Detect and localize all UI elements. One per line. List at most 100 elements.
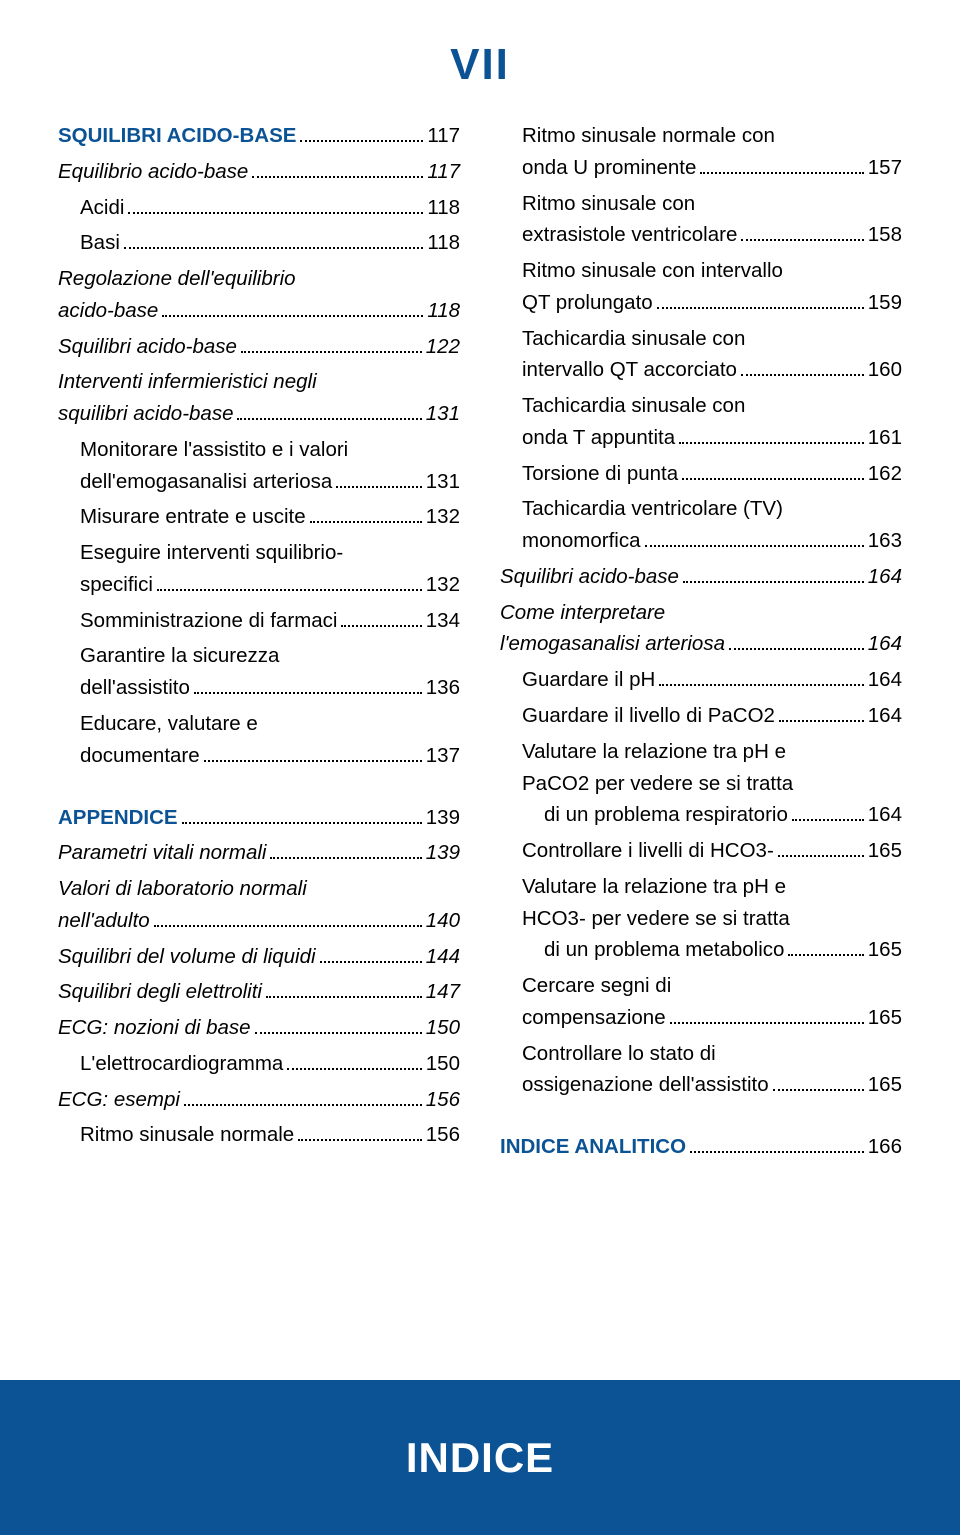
toc-leader-dots bbox=[779, 704, 864, 722]
toc-entry-multiline: Cercare segni di compensazione 165 bbox=[500, 970, 902, 1034]
toc-label-line1: Controllare lo stato di bbox=[522, 1038, 902, 1070]
toc-label: Ritmo sinusale normale bbox=[80, 1119, 294, 1151]
toc-entry: Squilibri del volume di liquidi 144 bbox=[58, 941, 460, 973]
toc-leader-dots bbox=[690, 1135, 864, 1153]
toc-label-line1: Interventi infermieristici negli bbox=[58, 366, 460, 398]
toc-page-num: 139 bbox=[426, 802, 460, 834]
toc-leader-dots bbox=[162, 298, 423, 316]
toc-label: Guardare il livello di PaCO2 bbox=[522, 700, 775, 732]
toc-label-line2: dell'emogasanalisi arteriosa bbox=[80, 466, 332, 498]
toc-leader-dots bbox=[154, 908, 422, 926]
toc-entry-multiline: Interventi infermieristici negli squilib… bbox=[58, 366, 460, 430]
toc-leader-dots bbox=[270, 841, 421, 859]
toc-label-line2: QT prolungato bbox=[522, 287, 653, 319]
footer-bar: INDICE bbox=[0, 1380, 960, 1535]
toc-page-num: 165 bbox=[868, 934, 902, 966]
toc-leader-dots bbox=[778, 839, 864, 857]
toc-leader-dots bbox=[124, 231, 423, 249]
toc-entry-multiline: Valori di laboratorio normali nell'adult… bbox=[58, 873, 460, 937]
toc-entry: Torsione di punta 162 bbox=[500, 458, 902, 490]
toc-label-line2: dell'assistito bbox=[80, 672, 190, 704]
toc-label: Squilibri del volume di liquidi bbox=[58, 941, 316, 973]
toc-label: Torsione di punta bbox=[522, 458, 678, 490]
toc-leader-dots bbox=[298, 1123, 422, 1141]
toc-leader-dots bbox=[287, 1051, 421, 1069]
toc-page-num: 140 bbox=[426, 905, 460, 937]
toc-entry-multiline: Ritmo sinusale normale con onda U promin… bbox=[500, 120, 902, 184]
toc-leader-dots bbox=[682, 461, 864, 479]
toc-label-line1: Eseguire interventi squilibrio- bbox=[80, 537, 460, 569]
toc-entry-multiline: Educare, valutare e documentare 137 bbox=[58, 708, 460, 772]
toc-entry: ECG: nozioni di base 150 bbox=[58, 1012, 460, 1044]
toc-leader-dots bbox=[320, 944, 422, 962]
toc-label: Squilibri acido-base bbox=[58, 331, 237, 363]
toc-page-num: 165 bbox=[868, 1069, 902, 1101]
toc-entry-multiline: Controllare lo stato di ossigenazione de… bbox=[500, 1038, 902, 1102]
toc-page-num: 156 bbox=[426, 1084, 460, 1116]
toc-entry-multiline: Tachicardia sinusale con onda T appuntit… bbox=[500, 390, 902, 454]
toc-page-num: 165 bbox=[868, 835, 902, 867]
toc-leader-dots bbox=[266, 980, 422, 998]
toc-spacer bbox=[500, 1105, 902, 1131]
toc-entry: Squilibri acido-base 122 bbox=[58, 331, 460, 363]
toc-page-num: 132 bbox=[426, 501, 460, 533]
toc-page-num: 160 bbox=[868, 354, 902, 386]
toc-label-line1: Educare, valutare e bbox=[80, 708, 460, 740]
toc-entry: Guardare il pH 164 bbox=[500, 664, 902, 696]
toc-label-line1: Ritmo sinusale normale con bbox=[522, 120, 902, 152]
toc-page-num: 122 bbox=[426, 331, 460, 363]
toc-page-num: 117 bbox=[427, 120, 460, 152]
toc-label: Parametri vitali normali bbox=[58, 837, 266, 869]
toc-label-line3: di un problema respiratorio bbox=[544, 799, 788, 831]
toc-label: ECG: nozioni di base bbox=[58, 1012, 251, 1044]
toc-label-line1: Tachicardia ventricolare (TV) bbox=[522, 493, 902, 525]
toc-label-line1: Monitorare l'assistito e i valori bbox=[80, 434, 460, 466]
toc-label-line2: acido-base bbox=[58, 295, 158, 327]
toc-leader-dots bbox=[683, 565, 864, 583]
footer-title: INDICE bbox=[406, 1434, 554, 1482]
toc-leader-dots bbox=[194, 676, 422, 694]
toc-page-num: 161 bbox=[868, 422, 902, 454]
toc-page-num: 157 bbox=[868, 152, 902, 184]
toc-entry: Guardare il livello di PaCO2 164 bbox=[500, 700, 902, 732]
toc-page-num: 144 bbox=[426, 941, 460, 973]
toc-entry: L'elettrocardiogramma 150 bbox=[58, 1048, 460, 1080]
toc-label-line1: Garantire la sicurezza bbox=[80, 640, 460, 672]
toc-label: Squilibri acido-base bbox=[500, 561, 679, 593]
toc-entry-multiline: Valutare la relazione tra pH e PaCO2 per… bbox=[500, 736, 902, 831]
toc-entry-multiline: Tachicardia sinusale con intervallo QT a… bbox=[500, 323, 902, 387]
toc-leader-dots bbox=[241, 334, 422, 352]
toc-label-line1: Regolazione dell'equilibrio bbox=[58, 263, 460, 295]
toc-page-num: 156 bbox=[426, 1119, 460, 1151]
toc-page: VII SQUILIBRI ACIDO-BASE 117 Equilibrio … bbox=[0, 0, 960, 1167]
toc-page-num: 164 bbox=[868, 799, 902, 831]
toc-leader-dots bbox=[336, 469, 421, 487]
toc-label: Controllare i livelli di HCO3- bbox=[522, 835, 774, 867]
toc-entry: Equilibrio acido-base 117 bbox=[58, 156, 460, 188]
toc-label: INDICE ANALITICO bbox=[500, 1131, 686, 1163]
toc-label-line1: Tachicardia sinusale con bbox=[522, 323, 902, 355]
toc-page-num: 162 bbox=[868, 458, 902, 490]
toc-page-num: 132 bbox=[426, 569, 460, 601]
toc-label-line2: monomorfica bbox=[522, 525, 641, 557]
toc-label-line2: extrasistole ventricolare bbox=[522, 219, 737, 251]
toc-page-num: 134 bbox=[426, 605, 460, 637]
toc-leader-dots bbox=[255, 1016, 422, 1034]
toc-label-line3: di un problema metabolico bbox=[544, 934, 784, 966]
toc-leader-dots bbox=[184, 1087, 422, 1105]
toc-entry-multiline: Valutare la relazione tra pH e HCO3- per… bbox=[500, 871, 902, 966]
toc-label-line2: compensazione bbox=[522, 1002, 666, 1034]
toc-label: Misurare entrate e uscite bbox=[80, 501, 306, 533]
toc-label-line2: ossigenazione dell'assistito bbox=[522, 1069, 769, 1101]
toc-entry: Squilibri degli elettroliti 147 bbox=[58, 976, 460, 1008]
toc-leader-dots bbox=[182, 805, 422, 823]
toc-entry: Basi 118 bbox=[58, 227, 460, 259]
toc-column-left: SQUILIBRI ACIDO-BASE 117 Equilibrio acid… bbox=[58, 120, 460, 1167]
toc-page-num: 136 bbox=[426, 672, 460, 704]
toc-label-line1: Ritmo sinusale con bbox=[522, 188, 902, 220]
toc-label: Squilibri degli elettroliti bbox=[58, 976, 262, 1008]
toc-entry-multiline: Monitorare l'assistito e i valori dell'e… bbox=[58, 434, 460, 498]
toc-leader-dots bbox=[157, 573, 422, 591]
toc-leader-dots bbox=[700, 155, 863, 173]
toc-leader-dots bbox=[679, 425, 864, 443]
